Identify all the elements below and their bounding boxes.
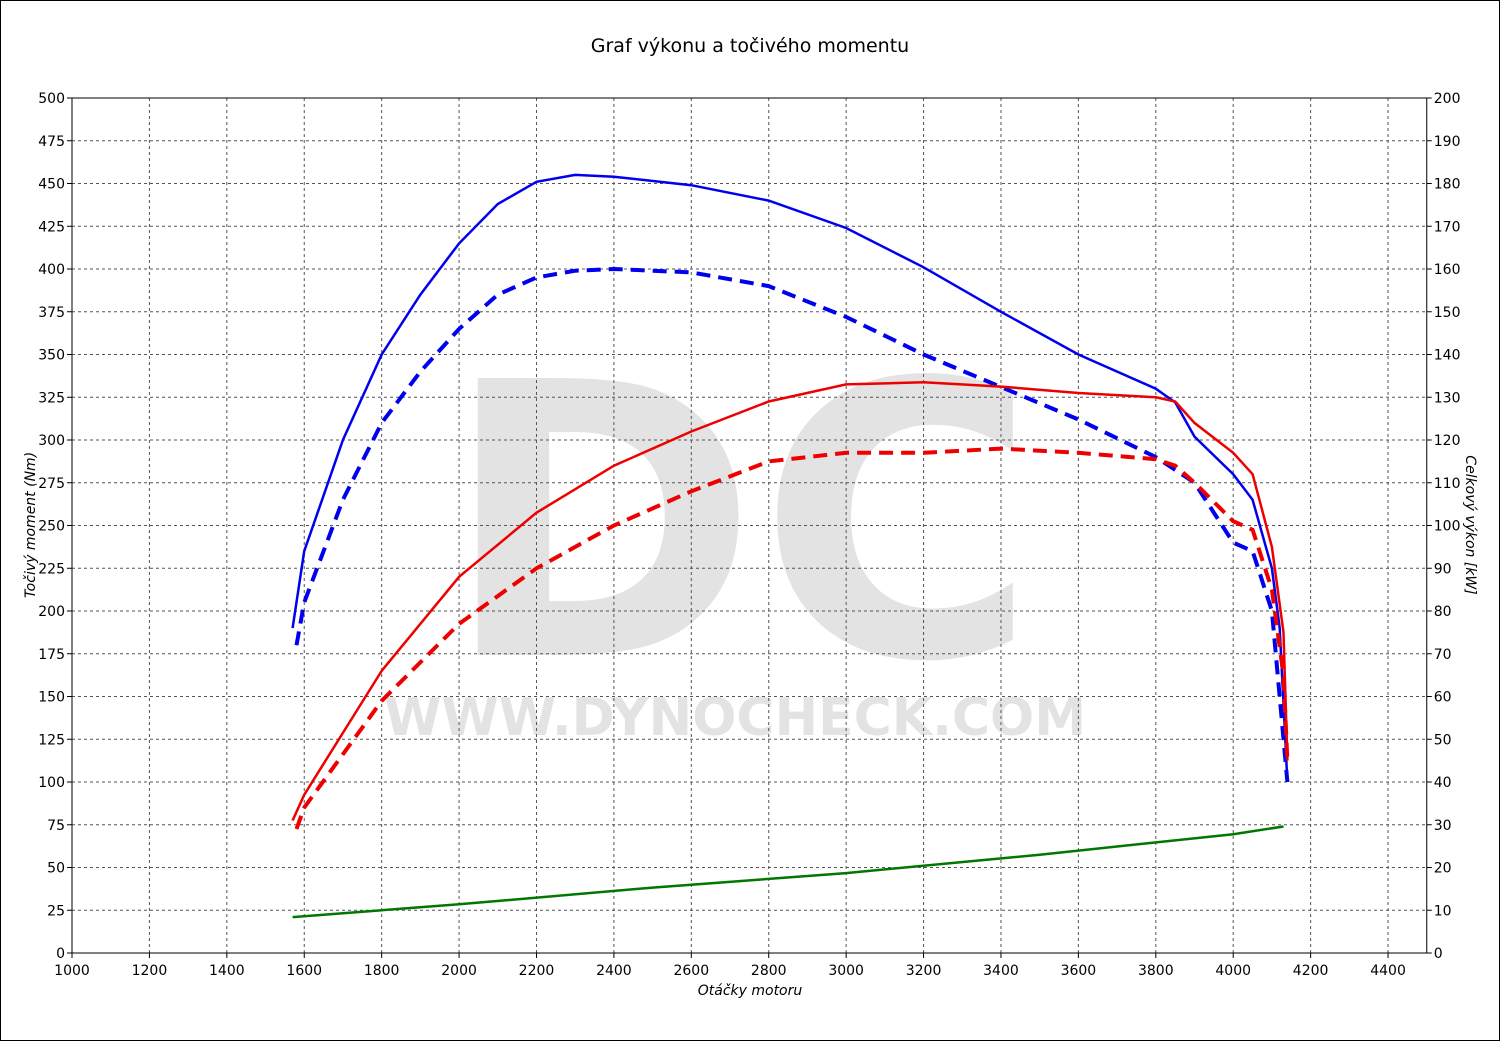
y-tick-label: 0 [56, 946, 65, 962]
y2-tick-label: 180 [1434, 177, 1461, 193]
y-tick-label: 350 [38, 348, 65, 364]
y-tick-label: 275 [38, 476, 65, 492]
y-tick-label: 500 [38, 91, 65, 107]
y2-tick-label: 30 [1434, 818, 1452, 834]
y2-tick-label: 190 [1434, 134, 1461, 150]
y2-tick-label: 40 [1434, 775, 1452, 791]
x-tick-label: 4400 [1370, 963, 1406, 979]
x-tick-label: 1200 [132, 963, 168, 979]
y-tick-label: 125 [38, 732, 65, 748]
x-axis-label: Otáčky motoru [698, 983, 803, 999]
y2-tick-label: 200 [1434, 91, 1461, 107]
line [291, 381, 1289, 822]
y2-tick-label: 150 [1434, 305, 1461, 321]
y-tick-label: 150 [38, 690, 65, 706]
y2-tick-label: 50 [1434, 732, 1452, 748]
y-tick-label: 75 [47, 818, 65, 834]
x-tick-label: 3200 [906, 963, 942, 979]
y2-tick-label: 20 [1434, 861, 1452, 877]
y2-tick-label: 90 [1434, 561, 1452, 577]
x-tick-label: 3000 [828, 963, 864, 979]
line [291, 173, 1289, 783]
y-tick-label: 475 [38, 134, 65, 150]
x-tick-label: 2600 [673, 963, 709, 979]
watermark: DC [443, 302, 1037, 745]
y-tick-label: 175 [38, 647, 65, 663]
x-tick-label: 3800 [1138, 963, 1174, 979]
y2-tick-label: 110 [1434, 476, 1461, 492]
y2-axis-label: Celkový výkon [kW] [1462, 455, 1478, 594]
line [294, 266, 1290, 783]
x-tick-label: 1800 [364, 963, 400, 979]
x-tick-label: 1600 [286, 963, 322, 979]
watermark: WWW.DYNOCHECK.COM [384, 688, 1086, 748]
y2-tick-label: 140 [1434, 348, 1461, 364]
y-tick-label: 425 [38, 219, 65, 235]
x-tick-label: 1400 [209, 963, 245, 979]
y-tick-label: 25 [47, 903, 65, 919]
y2-tick-label: 160 [1434, 262, 1461, 278]
x-tick-label: 2000 [441, 963, 477, 979]
y-tick-label: 400 [38, 262, 65, 278]
y2-tick-label: 80 [1434, 604, 1452, 620]
x-tick-label: 3400 [983, 963, 1019, 979]
y2-tick-label: 0 [1434, 946, 1443, 962]
chart-title: Graf výkonu a točivého momentu [591, 35, 909, 57]
y2-tick-label: 70 [1434, 647, 1452, 663]
y2-tick-label: 100 [1434, 519, 1461, 535]
y2-tick-label: 120 [1434, 433, 1461, 449]
x-tick-label: 4000 [1215, 963, 1251, 979]
y2-tick-label: 130 [1434, 390, 1461, 406]
y2-tick-label: 170 [1434, 219, 1461, 235]
x-tick-label: 2200 [519, 963, 555, 979]
plot-border [71, 97, 1428, 954]
y-tick-label: 250 [38, 519, 65, 535]
y-tick-label: 375 [38, 305, 65, 321]
y2-tick-label: 10 [1434, 903, 1452, 919]
line [292, 825, 1284, 919]
y-tick-label: 225 [38, 561, 65, 577]
x-tick-label: 2400 [596, 963, 632, 979]
x-tick-label: 4200 [1293, 963, 1329, 979]
x-tick-label: 3600 [1061, 963, 1097, 979]
y-tick-label: 50 [47, 861, 65, 877]
y-tick-label: 300 [38, 433, 65, 449]
y-tick-label: 325 [38, 390, 65, 406]
x-tick-label: 2800 [751, 963, 787, 979]
y2-tick-label: 60 [1434, 690, 1452, 706]
y-tick-label: 100 [38, 775, 65, 791]
x-tick-label: 1000 [54, 963, 90, 979]
y-tick-label: 450 [38, 177, 65, 193]
y-axis-label: Točivý moment (Nm) [23, 452, 39, 598]
y-tick-label: 200 [38, 604, 65, 620]
